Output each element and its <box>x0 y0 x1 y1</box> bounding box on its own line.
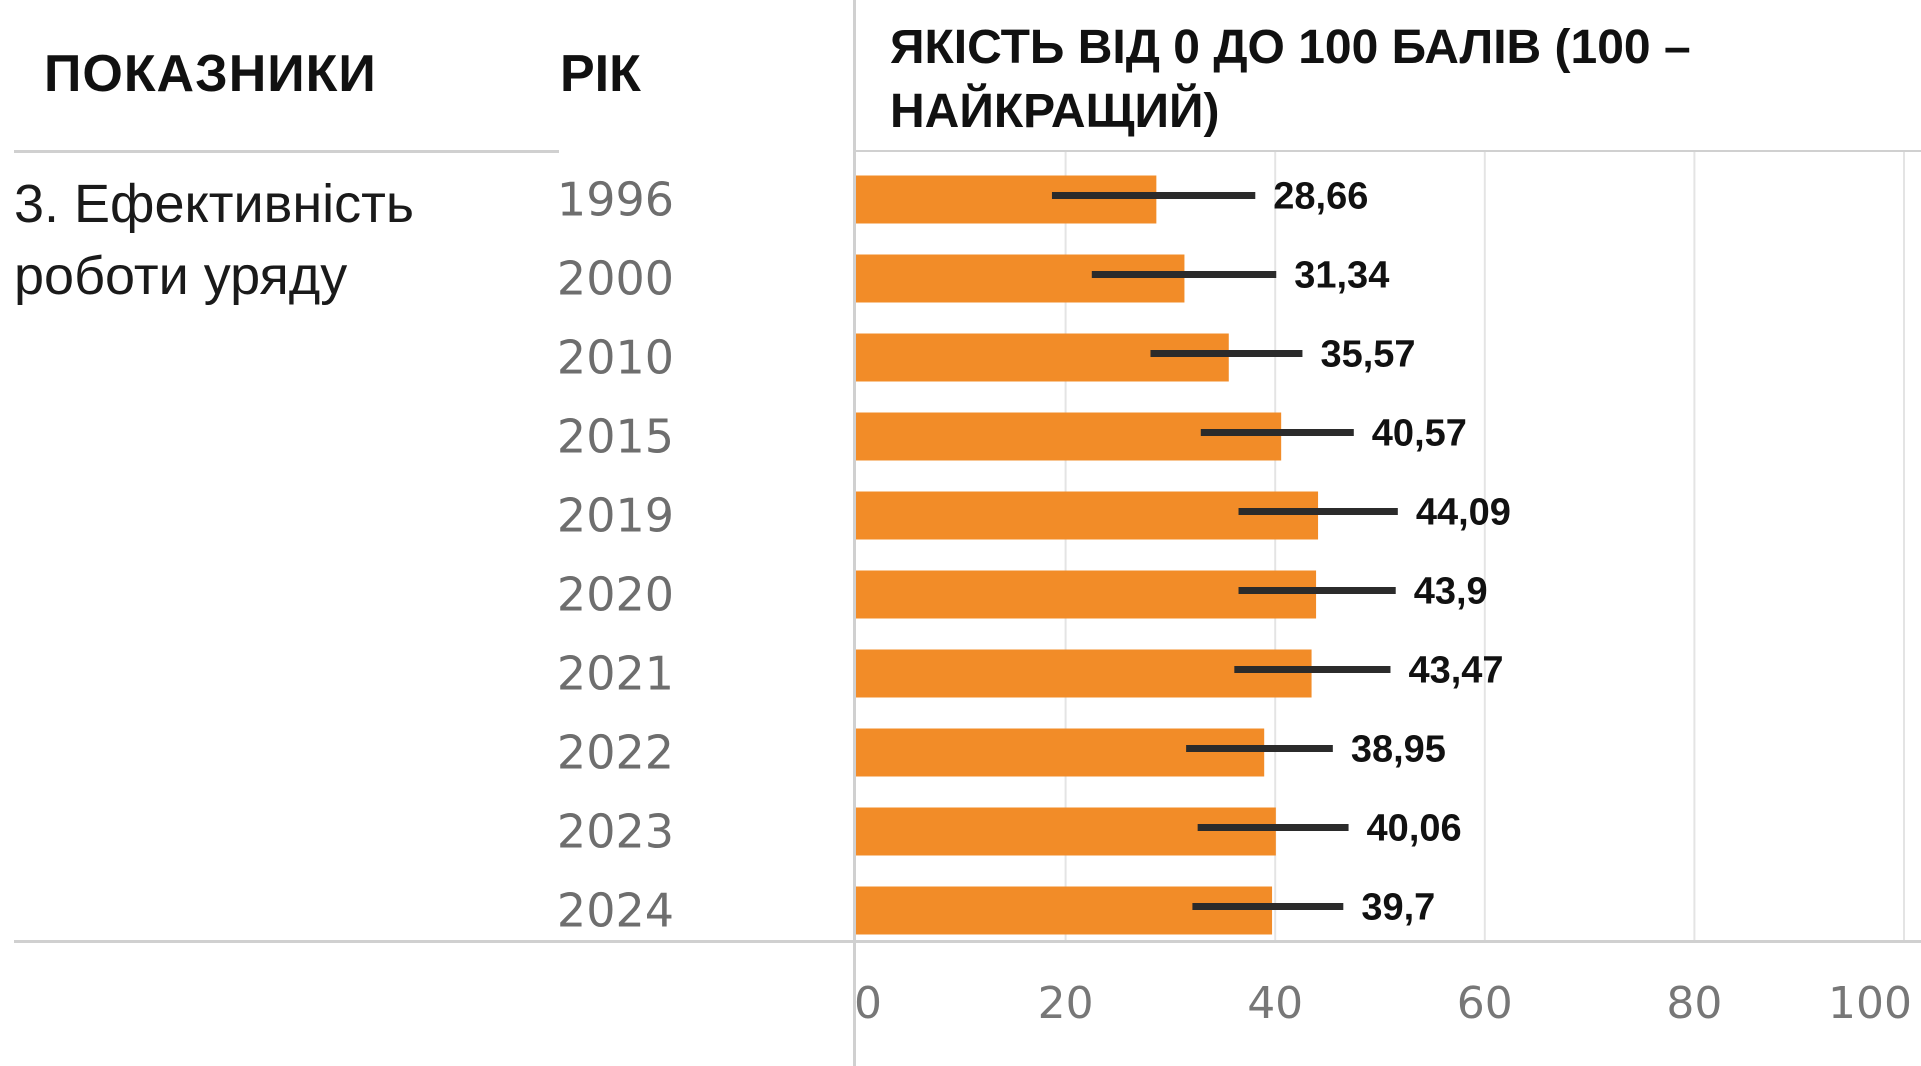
bar <box>856 333 1229 382</box>
value-label: 44,09 <box>1416 492 1511 534</box>
bar <box>856 254 1185 303</box>
chart-column-divider <box>853 0 856 1066</box>
value-label: 38,95 <box>1351 729 1446 771</box>
column-header-quality-line1: ЯКІСТЬ ВІД 0 ДО 100 БАЛІВ (100 – <box>890 21 1691 74</box>
bar <box>856 886 1273 935</box>
value-label: 28,66 <box>1273 176 1368 218</box>
bar <box>856 491 1319 540</box>
indicator-name: 3. Ефективність роботи уряду <box>14 168 534 312</box>
x-tick-label: 0 <box>854 978 882 1029</box>
value-label: 40,06 <box>1367 808 1462 850</box>
value-label: 43,47 <box>1408 650 1503 692</box>
x-tick-label: 60 <box>1457 978 1513 1029</box>
x-tick-label: 80 <box>1666 978 1722 1029</box>
indicator-name-line2: роботи уряду <box>14 246 348 306</box>
bar <box>856 728 1265 777</box>
year-label: 2024 <box>557 884 674 938</box>
bar <box>856 175 1157 224</box>
bar <box>856 807 1276 856</box>
bar <box>856 412 1282 461</box>
x-tick-label: 20 <box>1038 978 1094 1029</box>
value-label: 39,7 <box>1361 887 1435 929</box>
x-tick-label: 40 <box>1247 978 1303 1029</box>
column-header-quality-line2: НАЙКРАЩИЙ) <box>890 85 1220 138</box>
year-label: 2010 <box>557 331 674 385</box>
header-bottom-rule-left <box>14 150 559 153</box>
bar <box>856 649 1312 698</box>
year-label: 2015 <box>557 410 674 464</box>
year-label: 2022 <box>557 726 674 780</box>
year-label: 2023 <box>557 805 674 859</box>
column-header-quality: ЯКІСТЬ ВІД 0 ДО 100 БАЛІВ (100 – НАЙКРАЩ… <box>890 16 1890 144</box>
table-bottom-rule <box>14 940 1921 943</box>
year-label: 2020 <box>557 568 674 622</box>
value-label: 40,57 <box>1372 413 1467 455</box>
year-label: 1996 <box>557 173 674 227</box>
x-tick-label: 100 <box>1828 978 1912 1029</box>
year-label: 2021 <box>557 647 674 701</box>
year-label: 2019 <box>557 489 674 543</box>
column-header-year: РІК <box>560 45 641 103</box>
value-label: 35,57 <box>1320 334 1415 376</box>
column-header-indicators: ПОКАЗНИКИ <box>44 45 377 103</box>
value-label: 31,34 <box>1294 255 1389 297</box>
value-label: 43,9 <box>1414 571 1488 613</box>
indicator-name-line1: 3. Ефективність <box>14 174 415 234</box>
bar <box>856 570 1317 619</box>
year-label: 2000 <box>557 252 674 306</box>
header-bottom-rule-right <box>855 150 1921 152</box>
